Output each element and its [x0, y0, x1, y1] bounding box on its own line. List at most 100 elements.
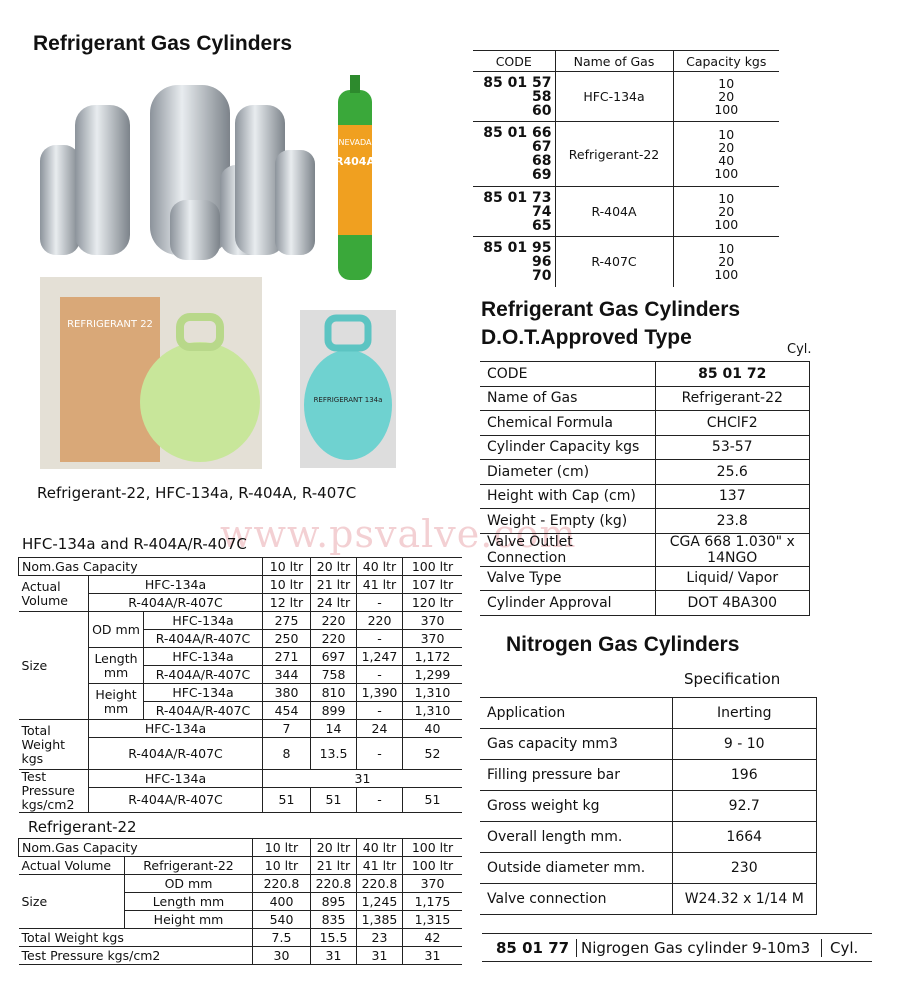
value-cell: -	[356, 701, 403, 720]
value-cell: 1,385	[356, 910, 403, 929]
value-cell: 220.8	[310, 874, 357, 893]
page-title: Refrigerant Gas Cylinders	[33, 32, 293, 55]
code-cell: 85 01 57 58 60	[473, 71, 555, 122]
spec-label: Application	[480, 697, 673, 729]
value-cell: 8	[262, 737, 311, 770]
spec-label: Name of Gas	[480, 385, 656, 411]
value-cell: 835	[310, 910, 357, 929]
spec-label: Filling pressure bar	[480, 759, 673, 791]
cap-cell: 20 ltr	[310, 557, 357, 576]
table-row: Diameter (cm) 25.6	[480, 459, 810, 485]
r404a-label: R404A	[335, 155, 375, 168]
dot-unit: Cyl.	[787, 342, 812, 357]
spec-label: Outside diameter mm.	[480, 852, 673, 884]
spec-value: 230	[671, 852, 817, 884]
spec-value: Liquid/ Vapor	[654, 565, 810, 591]
silver-cylinders-photo	[35, 65, 325, 265]
r22-table-title: Refrigerant-22	[28, 818, 137, 836]
hfc-table-title: HFC-134a and R-404A/R-407C	[22, 535, 247, 553]
nom-capacity-label: Nom.Gas Capacity	[18, 838, 253, 857]
value-cell: 250	[262, 629, 311, 648]
value-cell: 540	[252, 910, 311, 929]
value-cell: 12 ltr	[262, 593, 311, 612]
length-label: Length mm	[124, 892, 253, 911]
dot-title: Refrigerant Gas Cylinders	[481, 298, 741, 321]
gas-label: R-404A/R-407C	[143, 665, 263, 684]
r22-spec-table: Nom.Gas Capacity 10 ltr 20 ltr 40 ltr 100 lt…	[18, 838, 462, 965]
cap-cell: 20 ltr	[310, 838, 357, 857]
r404a-cylinder-photo: NEVADA R404A	[335, 75, 375, 280]
spec-label: Valve Type	[480, 565, 656, 591]
actual-volume-label: Actual Volume	[18, 575, 89, 612]
value-cell: 758	[310, 665, 357, 684]
value-cell: -	[356, 665, 403, 684]
photo-caption: Refrigerant-22, HFC-134a, R-404A, R-407C	[37, 484, 357, 502]
value-cell: 31	[310, 946, 357, 965]
length-label: Length mm	[88, 647, 144, 684]
value-cell: 23	[356, 928, 403, 947]
gas-label: R-404A/R-407C	[143, 629, 263, 648]
value-cell: 1,245	[356, 892, 403, 911]
spec-label: Gross weight kg	[480, 790, 673, 822]
table-row: Height with Cap (cm) 137	[480, 483, 810, 509]
value-cell: 15.5	[310, 928, 357, 947]
value-cell: 895	[310, 892, 357, 911]
spec-label: Overall length mm.	[480, 821, 673, 853]
gas-cell: HFC-134a	[554, 71, 673, 122]
table-row: Valve Outlet Connection CGA 668 1.030" x …	[480, 532, 810, 567]
nitrogen-order-row: 85 01 77 Nigrogen Gas cylinder 9-10m3 Cy…	[482, 933, 872, 962]
capacity-cell: 10 20 100	[672, 71, 779, 122]
value-cell: 42	[402, 928, 462, 947]
spec-value: CGA 668 1.030" x 14NGO	[654, 532, 810, 567]
dot-subtitle: D.O.T.Approved Type	[481, 326, 692, 349]
value-cell: 1,390	[356, 683, 403, 702]
spec-value: Inerting	[671, 697, 817, 729]
od-label: OD mm	[124, 874, 253, 893]
test-pressure-label: Test Pressure kgs/cm2	[18, 946, 253, 965]
spec-value: 53-57	[654, 434, 810, 460]
value-cell: 810	[310, 683, 357, 702]
value-cell: 370	[402, 611, 462, 630]
spec-value: 92.7	[671, 790, 817, 822]
value-cell: 51	[262, 787, 311, 813]
value-cell: 100 ltr	[402, 856, 462, 875]
gas-label: R-404A/R-407C	[88, 593, 263, 612]
value-cell: 52	[402, 737, 462, 770]
table-row: Overall length mm. 1664	[480, 821, 817, 853]
table-row: Valve Type Liquid/ Vapor	[480, 565, 810, 591]
r134a-cylinder-photo: REFRIGERANT 134a	[300, 310, 396, 468]
order-desc: Nigrogen Gas cylinder 9-10m3	[577, 938, 822, 957]
value-cell: 120 ltr	[402, 593, 462, 612]
spec-value: 137	[654, 483, 810, 509]
spec-label: Gas capacity mm3	[480, 728, 673, 760]
code-table: CODE Name of Gas Capacity kgs 85 01 57 58 …	[473, 50, 779, 287]
spec-value: 196	[671, 759, 817, 791]
table-row: Application Inerting	[480, 697, 817, 729]
value-cell: -	[356, 737, 403, 770]
gas-label: R-404A/R-407C	[143, 701, 263, 720]
gas-label: HFC-134a	[88, 769, 263, 789]
header-code: CODE	[473, 50, 555, 72]
value-cell: 21 ltr	[310, 856, 357, 875]
gas-label: Refrigerant-22	[124, 856, 253, 875]
value-cell: 51	[402, 787, 462, 813]
table-row: Name of Gas Refrigerant-22	[480, 385, 810, 411]
value-cell: 1,299	[402, 665, 462, 684]
table-row: CODE 85 01 72	[480, 361, 810, 387]
spec-label: Weight - Empty (kg)	[480, 508, 656, 534]
table-row: Valve connection W24.32 x 1/14 M	[480, 883, 817, 915]
value-cell: 31	[262, 769, 462, 789]
gas-cell: R-404A	[554, 186, 673, 237]
value-cell: 51	[310, 787, 357, 813]
cap-cell: 100 ltr	[402, 838, 462, 857]
gas-cell: R-407C	[554, 236, 673, 287]
hfc-spec-table: Nom.Gas Capacity 10 ltr 20 ltr 40 ltr 100 lt…	[18, 557, 462, 813]
value-cell: 41 ltr	[356, 575, 403, 594]
value-cell: 41 ltr	[356, 856, 403, 875]
code-cell: 85 01 73 74 65	[473, 186, 555, 237]
value-cell: 21 ltr	[310, 575, 357, 594]
nevada-label: NEVADA	[339, 138, 372, 147]
test-pressure-label: Test Pressure kgs/cm2	[18, 769, 89, 813]
spec-value: 85 01 72	[654, 361, 810, 387]
actual-volume-label: Actual Volume	[18, 856, 125, 875]
